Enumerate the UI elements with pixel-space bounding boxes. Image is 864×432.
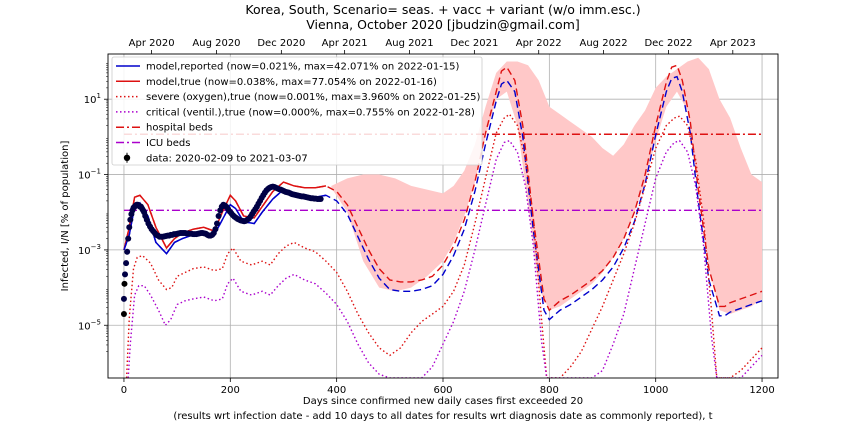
legend-item-data: data: 2020-02-09 to 2021-03-07 [123, 152, 308, 164]
series-line-critical [127, 139, 763, 378]
legend-item-severe: severe (oxygen),true (now=0.001%, max=3.… [116, 92, 480, 103]
legend-item-true: model,true (now=0.038%, max=77.054% on 2… [116, 77, 437, 88]
data-point [120, 310, 127, 317]
data-point [123, 260, 130, 267]
y-axis-label: Infected, I/N [% of population] [60, 141, 71, 292]
data-point [127, 216, 134, 223]
x-tick-label: 0 [121, 385, 127, 396]
y-tick-label: 10−1 [78, 168, 101, 182]
top-tick-label: Aug 2020 [192, 38, 240, 49]
top-date-axis: Apr 2020 Aug 2020 Dec 2020 Apr 2021 Aug 2021… [129, 38, 756, 54]
data-point [214, 220, 221, 227]
data-point [317, 196, 324, 203]
x-axis-label-line-2: (results wrt infection date - add 10 day… [173, 411, 712, 422]
y-tick-label: 10−3 [78, 243, 101, 257]
data-point [124, 248, 131, 255]
x-tick-label: 600 [433, 385, 452, 396]
chart-title-line-2: Vienna, October 2020 [jbudzin@gmail.com] [306, 17, 580, 32]
data-point [215, 213, 222, 219]
legend: model,reported (now=0.021%, max=42.071% … [111, 56, 483, 166]
data-point [121, 280, 128, 287]
top-tick-label: Apr 2023 [710, 38, 756, 49]
x-tick-label: 200 [221, 385, 240, 396]
legend-label: critical (ventil.),true (now=0.000%, max… [146, 107, 475, 118]
y-axis: 10−5 10−3 10−1 101 [78, 63, 108, 352]
legend-item-icu: ICU beds [116, 138, 191, 149]
x-tick-label: 400 [327, 385, 346, 396]
legend-label: model,true (now=0.038%, max=77.054% on 2… [146, 77, 437, 88]
data-point [120, 295, 127, 302]
top-tick-label: Apr 2021 [322, 38, 368, 49]
legend-label: severe (oxygen),true (now=0.001%, max=3.… [146, 92, 480, 103]
legend-swatch [123, 154, 131, 161]
top-tick-label: Dec 2022 [644, 38, 692, 49]
top-tick-label: Apr 2020 [129, 38, 175, 49]
series-line-reported [123, 75, 763, 321]
top-tick-label: Apr 2022 [516, 38, 562, 49]
legend-item-critical: critical (ventil.),true (now=0.000%, max… [116, 107, 475, 118]
y-tick-label: 101 [84, 92, 101, 106]
x-tick-label: 800 [540, 385, 559, 396]
x-axis-label-line-1: Days since confirmed new daily cases fir… [303, 396, 583, 407]
x-tick-label: 1200 [749, 385, 774, 396]
legend-label: ICU beds [146, 138, 191, 149]
top-tick-label: Dec 2021 [450, 38, 498, 49]
series-line-severe [125, 113, 763, 378]
series-line-true [123, 64, 763, 312]
uncertainty-band [331, 57, 763, 314]
chart-title-line-1: Korea, South, Scenario= seas. + vacc + v… [245, 2, 640, 17]
legend-item-hospital: hospital beds [116, 123, 213, 134]
top-tick-label: Aug 2022 [580, 38, 628, 49]
y-tick-label: 10−5 [78, 318, 101, 332]
legend-label: data: 2020-02-09 to 2021-03-07 [146, 153, 308, 164]
data-point [126, 224, 133, 231]
data-point [212, 226, 219, 233]
top-tick-label: Dec 2020 [257, 38, 305, 49]
top-tick-label: Aug 2021 [385, 38, 433, 49]
legend-label: hospital beds [146, 123, 213, 134]
x-axis: 0 200 400 600 800 1000 1200 [121, 378, 775, 396]
legend-item-reported: model,reported (now=0.021%, max=42.071% … [116, 62, 460, 73]
data-point [122, 271, 129, 278]
data-point [125, 235, 132, 242]
legend-label: model,reported (now=0.021%, max=42.071% … [146, 62, 460, 73]
x-tick-label: 1000 [643, 385, 668, 396]
legend-box [111, 56, 483, 166]
